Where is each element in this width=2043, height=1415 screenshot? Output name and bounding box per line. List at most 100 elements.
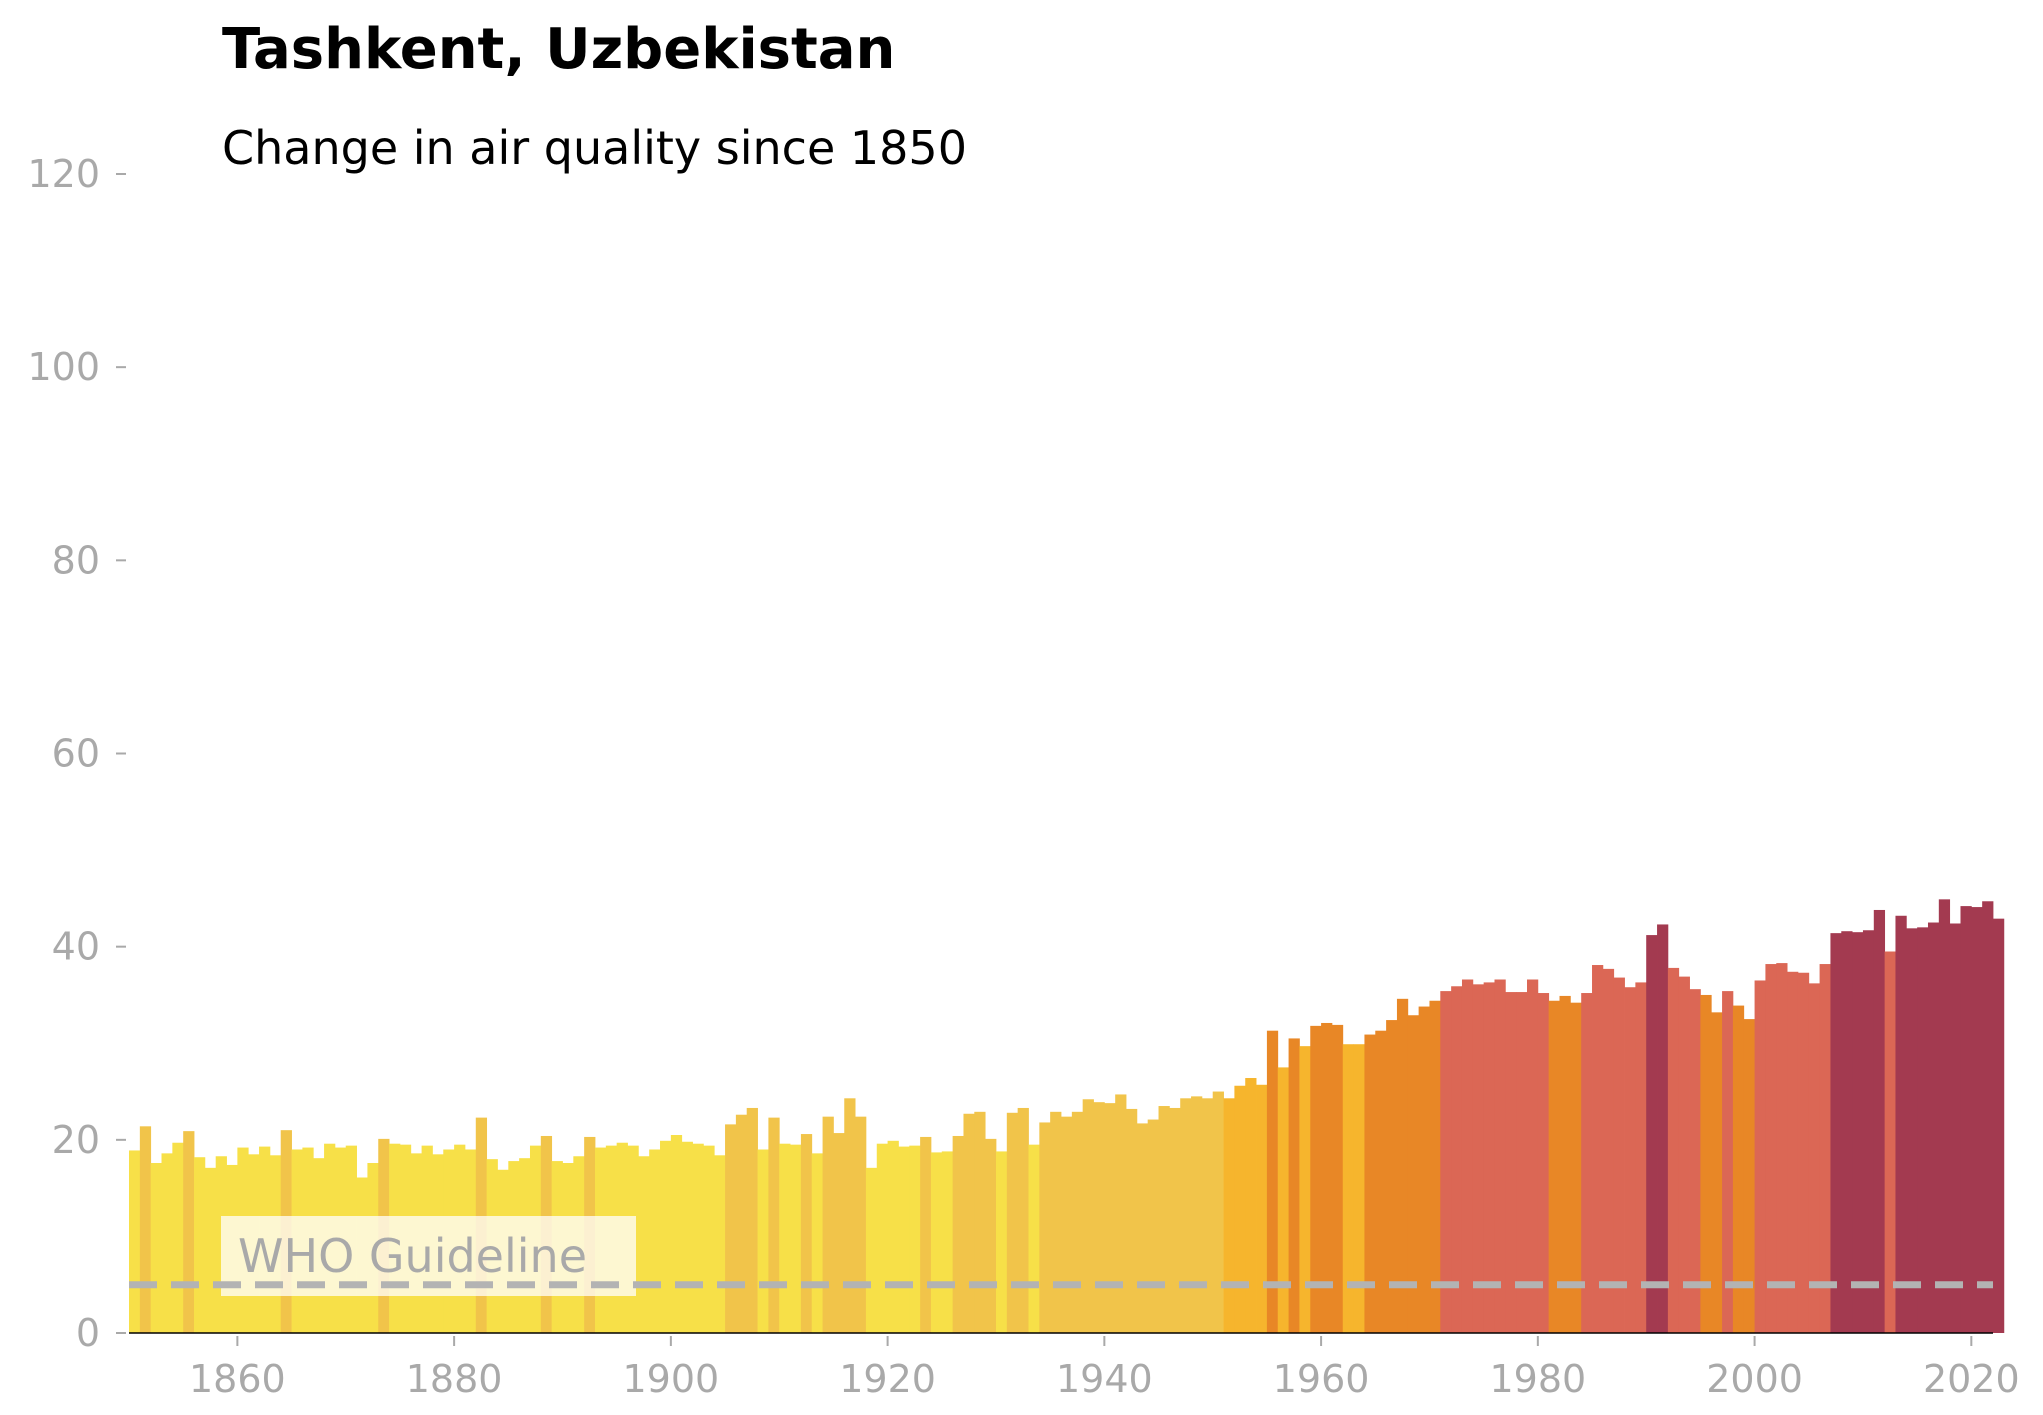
bar (811, 1153, 823, 1333)
bar (1581, 993, 1593, 1333)
bar (660, 1140, 672, 1333)
bar (1494, 979, 1506, 1333)
bar (1461, 979, 1474, 1333)
y-tick-label: 120 (27, 152, 100, 196)
bar (1429, 1000, 1441, 1333)
bar (1646, 935, 1658, 1333)
x-tick-label: 1920 (839, 1357, 936, 1401)
bar (1960, 906, 1972, 1333)
y-tick-label: 100 (27, 345, 100, 389)
bar (1375, 1030, 1387, 1333)
bar (1819, 964, 1831, 1333)
bar (1104, 1103, 1116, 1333)
bar (638, 1156, 650, 1333)
bar (1483, 982, 1495, 1333)
bar (963, 1113, 975, 1333)
bar (1310, 1025, 1322, 1333)
bar (1754, 980, 1766, 1333)
bar (1873, 909, 1886, 1333)
bar (1516, 992, 1528, 1333)
y-tick-label: 40 (52, 925, 100, 969)
bar (1418, 1006, 1430, 1333)
bar (1993, 918, 2005, 1333)
bar (1212, 1091, 1224, 1333)
bar (1527, 979, 1539, 1333)
bar (1342, 1044, 1355, 1333)
bar (887, 1140, 899, 1333)
bar (1906, 928, 1918, 1333)
bar (1277, 1067, 1289, 1333)
bar (779, 1143, 791, 1333)
bar (1440, 991, 1452, 1333)
bar (1396, 998, 1409, 1333)
bar (1331, 1024, 1344, 1333)
bar (1245, 1078, 1257, 1333)
bar (952, 1135, 964, 1333)
bar (1841, 931, 1853, 1333)
bar (139, 1126, 152, 1333)
bar (746, 1107, 758, 1333)
bar (1917, 927, 1929, 1333)
bar (725, 1124, 737, 1333)
bar (920, 1136, 932, 1333)
bar (1061, 1116, 1073, 1333)
bar (1570, 1002, 1582, 1333)
bar (1191, 1096, 1203, 1333)
bar (1678, 976, 1690, 1333)
bar (681, 1141, 693, 1333)
bar (1050, 1111, 1062, 1333)
bar (161, 1153, 173, 1333)
bar (822, 1116, 834, 1333)
bar (714, 1155, 726, 1333)
bar (790, 1144, 802, 1333)
bar (1559, 995, 1571, 1333)
bar (649, 1149, 661, 1333)
bar (1613, 977, 1625, 1333)
bar (757, 1149, 769, 1333)
bar (1451, 986, 1463, 1333)
bar (876, 1143, 889, 1333)
who-guideline-label: WHO Guideline (238, 1229, 587, 1283)
bar (1743, 1019, 1755, 1333)
bar (1787, 971, 1799, 1333)
x-tick-label: 1960 (1273, 1357, 1370, 1401)
bar (1158, 1106, 1170, 1333)
bar (1017, 1107, 1029, 1333)
bar (1548, 1000, 1560, 1333)
bar (1256, 1084, 1268, 1333)
bar (1266, 1030, 1279, 1333)
bar (1234, 1085, 1246, 1333)
bar (1862, 930, 1875, 1333)
bar (1592, 965, 1604, 1333)
bar (800, 1134, 813, 1333)
bar (1830, 933, 1842, 1333)
bar (941, 1151, 954, 1333)
bar (1028, 1144, 1040, 1333)
y-tick-label: 80 (52, 538, 100, 582)
bar (1386, 1020, 1398, 1333)
x-tick-label: 2020 (1923, 1357, 2020, 1401)
x-tick-label: 2000 (1706, 1357, 1803, 1401)
chart-subtitle: Change in air quality since 1850 (222, 121, 967, 175)
bar (194, 1157, 206, 1333)
y-tick-label: 20 (52, 1118, 100, 1162)
bar (865, 1167, 878, 1333)
bar (1938, 899, 1951, 1333)
bar (833, 1133, 845, 1333)
bar (150, 1163, 162, 1333)
bar (1071, 1111, 1084, 1333)
bar (898, 1146, 910, 1333)
chart-title: Tashkent, Uzbekistan (222, 17, 895, 82)
bar (1115, 1094, 1127, 1333)
bar (1732, 1005, 1745, 1333)
bar (1472, 984, 1485, 1333)
bar (1808, 983, 1821, 1333)
bar (1982, 901, 1994, 1333)
bar (1765, 964, 1777, 1333)
x-tick-label: 1940 (1056, 1357, 1153, 1401)
bar (1353, 1044, 1365, 1333)
bar (1971, 907, 1983, 1333)
y-axis: 0 20 40 60 80 100 120 (27, 152, 126, 1355)
bar (1006, 1112, 1019, 1333)
